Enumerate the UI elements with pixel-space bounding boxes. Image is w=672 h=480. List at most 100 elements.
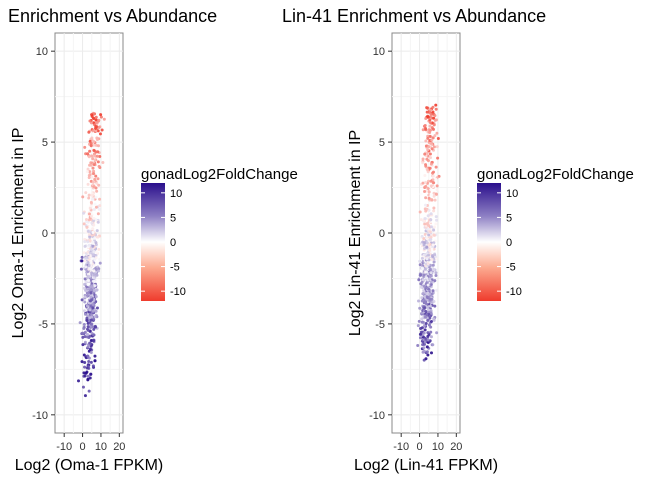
scatter-point (87, 218, 91, 222)
scatter-point (83, 340, 87, 344)
scatter-point (99, 113, 103, 117)
scatter-point (426, 319, 430, 323)
scatter-point (432, 268, 436, 272)
legend-title: gonadLog2FoldChange (477, 166, 634, 183)
scatter-point (431, 170, 435, 174)
scatter-point (85, 225, 89, 229)
scatter-point (89, 144, 93, 148)
scatter-point (96, 220, 100, 224)
scatter-point (98, 204, 102, 208)
scatter-point (84, 288, 88, 292)
scatter-point (428, 248, 432, 252)
scatter-point (82, 326, 86, 330)
scatter-point (89, 285, 93, 289)
scatter-point (100, 128, 104, 132)
scatter-point (92, 185, 96, 189)
scatter-point (97, 267, 101, 271)
scatter-point (86, 220, 90, 224)
scatter-point (87, 174, 91, 178)
scatter-point (101, 160, 105, 164)
scatter-point (91, 231, 95, 235)
legend-ticks: 10 5 0 -5 -10 (141, 188, 186, 298)
scatter-point (435, 184, 439, 188)
scatter-point (95, 306, 99, 310)
scatter-point (92, 207, 96, 211)
scatter-point (84, 217, 88, 221)
scatter-point (423, 217, 427, 221)
scatter-point (429, 179, 433, 183)
scatter-point (429, 225, 433, 229)
scatter-point (425, 292, 429, 296)
scatter-point (424, 184, 428, 188)
scatter-point (429, 319, 433, 323)
scatter-point (420, 296, 424, 300)
scatter-point (429, 128, 433, 132)
scatter-point (90, 298, 94, 302)
scatter-point (429, 271, 433, 275)
scatter-point (90, 271, 94, 275)
scatter-point (92, 169, 96, 173)
scatter-point (429, 274, 433, 278)
scatter-point (424, 209, 428, 213)
scatter-point (82, 222, 86, 226)
chart-title: Enrichment vs Abundance (8, 6, 217, 26)
scatter-point (94, 256, 98, 260)
scatter-point (429, 212, 433, 216)
legend-tick-label: 10 (506, 188, 518, 200)
scatter-point (419, 285, 423, 289)
scatter-point (80, 259, 84, 263)
scatter-point (435, 188, 439, 192)
scatter-point (432, 209, 436, 213)
scatter-point (429, 141, 433, 145)
scatter-point (93, 359, 97, 363)
scatter-point (422, 243, 426, 247)
scatter-point (429, 351, 433, 355)
scatter-point (421, 320, 425, 324)
scatter-point (426, 136, 430, 140)
scatter-point (426, 331, 430, 335)
scatter-point (92, 143, 96, 147)
scatter-point (85, 335, 89, 339)
scatter-point (89, 291, 93, 295)
scatter-point (425, 276, 429, 280)
scatter-point (416, 344, 420, 348)
scatter-point (431, 174, 435, 178)
scatter-point (422, 324, 426, 328)
scatter-point (424, 180, 428, 184)
scatter-point (77, 379, 81, 383)
scatter-point (92, 264, 96, 268)
x-tick-label: 20 (450, 441, 462, 453)
scatter-point (90, 257, 94, 261)
scatter-point (86, 325, 90, 329)
scatter-point (91, 240, 95, 244)
scatter-point (429, 184, 433, 188)
scatter-point (434, 271, 438, 275)
scatter-point (91, 302, 95, 306)
scatter-point (428, 108, 432, 112)
scatter-point (421, 157, 425, 161)
scatter-point (424, 196, 428, 200)
scatter-point (87, 196, 91, 200)
scatter-point (93, 324, 97, 328)
scatter-point (429, 235, 433, 239)
scatter-point (431, 127, 435, 131)
scatter-point (425, 241, 429, 245)
scatter-point (423, 315, 427, 319)
scatter-point (426, 341, 430, 345)
scatter-point (423, 340, 427, 344)
scatter-point (93, 158, 97, 162)
scatter-point (418, 336, 422, 340)
scatter-point (82, 259, 86, 263)
scatter-point (98, 261, 102, 265)
scatter-point (430, 138, 434, 142)
scatter-point (80, 360, 84, 364)
scatter-point (435, 218, 439, 222)
scatter-point (422, 331, 426, 335)
scatter-point (422, 342, 426, 346)
scatter-point (427, 308, 431, 312)
scatter-point (87, 282, 91, 286)
scatter-point (432, 145, 436, 149)
scatter-point (423, 174, 427, 178)
scatter-point (431, 263, 435, 267)
scatter-point (433, 198, 437, 202)
